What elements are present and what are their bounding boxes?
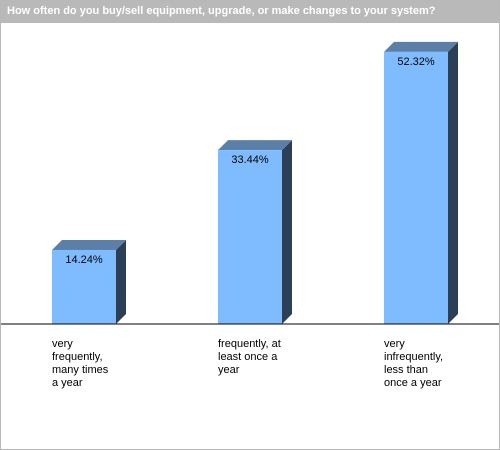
category-label-line: infrequently, bbox=[384, 351, 444, 363]
category-label-1: very frequently, many times a year bbox=[52, 338, 132, 390]
bar-3: 52.32% bbox=[384, 41, 458, 324]
bar-front-face bbox=[384, 51, 448, 324]
bar-side-face bbox=[448, 41, 458, 324]
category-label-line: year bbox=[218, 364, 240, 376]
data-label: 52.32% bbox=[397, 56, 435, 68]
category-label-3: very infrequently, less than once a year bbox=[384, 338, 464, 390]
bar-top-face bbox=[218, 140, 292, 151]
bar-front-face bbox=[218, 150, 282, 324]
data-label: 14.24% bbox=[65, 254, 103, 266]
bar-side-face bbox=[282, 140, 292, 324]
chart-title: How often do you buy/sell equipment, upg… bbox=[7, 5, 436, 17]
category-label-2: frequently, at least once a year bbox=[218, 338, 298, 377]
chart-title-bar: How often do you buy/sell equipment, upg… bbox=[1, 1, 499, 23]
bar-side-face bbox=[116, 239, 126, 324]
category-label-line: once a year bbox=[384, 377, 442, 389]
bar-2: 33.44% bbox=[218, 140, 292, 324]
category-label-line: very bbox=[52, 338, 73, 350]
bar-top-face bbox=[384, 41, 458, 52]
category-label-line: many times bbox=[52, 364, 109, 376]
category-label-line: a year bbox=[52, 377, 83, 389]
category-label-line: frequently, bbox=[52, 351, 103, 363]
data-label: 33.44% bbox=[231, 154, 269, 166]
bar-top-face bbox=[52, 239, 126, 250]
category-label-line: less than bbox=[384, 364, 429, 376]
bar-front-face bbox=[52, 249, 116, 324]
bar-1: 14.24% bbox=[52, 239, 126, 324]
category-label-line: least once a bbox=[218, 351, 278, 363]
category-label-line: very bbox=[384, 338, 405, 350]
category-label-line: frequently, at bbox=[218, 338, 281, 350]
